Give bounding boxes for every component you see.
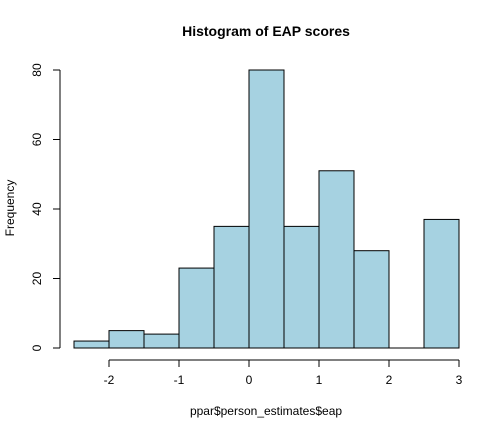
y-tick-label: 20 [30, 272, 44, 286]
x-tick-label: -1 [174, 373, 185, 387]
x-tick-label: 0 [246, 373, 253, 387]
x-tick-label: 3 [456, 373, 463, 387]
y-tick-label: 40 [30, 202, 44, 216]
y-tick-label: 80 [30, 63, 44, 77]
y-axis: 0 20 40 60 80 [30, 63, 61, 351]
x-tick-label: -2 [104, 373, 115, 387]
histogram-bar-4 [213, 225, 250, 349]
histogram-bar-5 [248, 69, 285, 349]
histogram-bar-1 [108, 330, 145, 349]
y-tick-label: 60 [30, 133, 44, 147]
histogram-bar-10 [423, 218, 460, 349]
histogram-bar-7 [318, 170, 355, 349]
x-tick-label: 2 [386, 373, 393, 387]
bars-group [73, 69, 460, 349]
x-axis-label: ppar$person_estimates$eap [190, 404, 342, 418]
x-tick-label: 1 [316, 373, 323, 387]
x-axis: -2 -1 0 1 2 3 [104, 359, 463, 387]
y-axis-label: Frequency [3, 180, 17, 237]
y-tick-label: 0 [30, 344, 44, 351]
chart-title: Histogram of EAP scores [182, 23, 350, 39]
histogram-bar-0 [73, 340, 110, 349]
histogram-bar-2 [143, 333, 180, 349]
histogram-bar-8 [353, 250, 390, 349]
histogram-bar-6 [283, 225, 320, 349]
histogram-bar-3 [178, 267, 215, 349]
